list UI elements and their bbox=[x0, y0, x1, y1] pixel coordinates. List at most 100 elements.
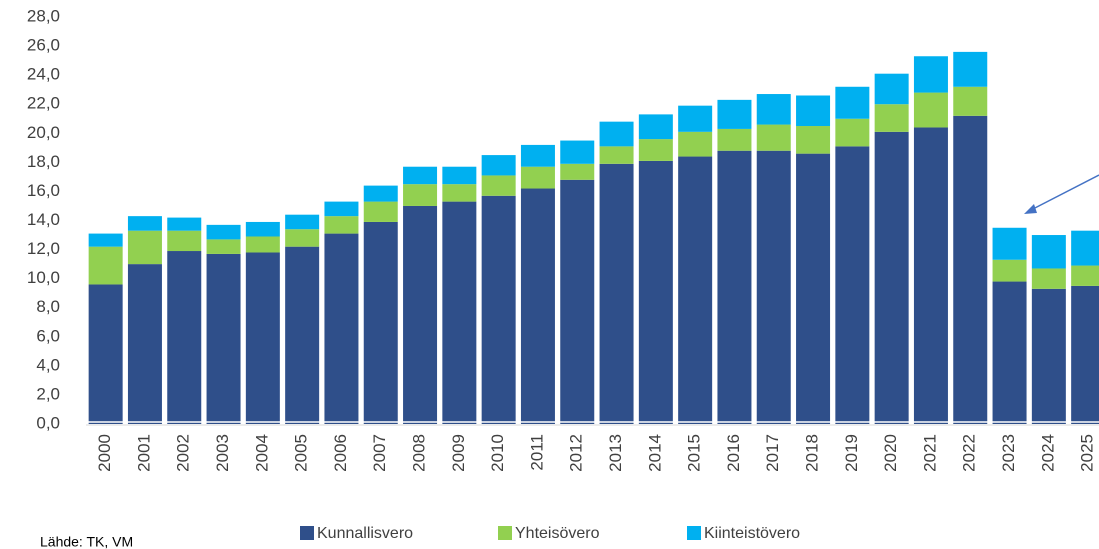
x-tick-label: 2003 bbox=[213, 434, 232, 472]
y-tick-label: 20,0 bbox=[27, 123, 60, 142]
bar-segment bbox=[403, 166, 438, 185]
y-tick-label: 14,0 bbox=[27, 210, 60, 229]
x-tick-label: 2004 bbox=[252, 434, 271, 472]
bar-segment bbox=[678, 105, 713, 132]
bar-segment bbox=[206, 239, 241, 254]
bar-segment bbox=[481, 175, 516, 196]
bar-segment bbox=[167, 251, 202, 424]
bar-segment bbox=[1031, 235, 1066, 269]
x-tick-label: 2022 bbox=[960, 434, 979, 472]
x-tick-label: 2018 bbox=[803, 434, 822, 472]
bar-segment bbox=[363, 201, 398, 222]
bar-segment bbox=[481, 155, 516, 176]
y-tick-label: 0,0 bbox=[36, 413, 60, 432]
x-tick-label: 2025 bbox=[1078, 434, 1097, 472]
bar-segment bbox=[245, 252, 280, 424]
bar-segment bbox=[638, 114, 673, 140]
bar-segment bbox=[756, 124, 791, 151]
bar-segment bbox=[835, 118, 870, 147]
x-tick-label: 2007 bbox=[370, 434, 389, 472]
y-tick-label: 16,0 bbox=[27, 181, 60, 200]
bar-segment bbox=[599, 146, 634, 164]
bar-segment bbox=[678, 131, 713, 157]
x-tick-label: 2000 bbox=[95, 434, 114, 472]
legend-swatch bbox=[300, 526, 314, 540]
x-tick-label: 2024 bbox=[1038, 434, 1057, 472]
arrow-head bbox=[1024, 204, 1037, 214]
x-tick-label: 2001 bbox=[134, 434, 153, 472]
bar-segment bbox=[874, 131, 909, 424]
bar-segment bbox=[913, 56, 948, 93]
x-tick-label: 2008 bbox=[410, 434, 429, 472]
bar-segment bbox=[363, 185, 398, 202]
bar-segment bbox=[599, 163, 634, 424]
x-tick-label: 2015 bbox=[685, 434, 704, 472]
bar-segment bbox=[245, 221, 280, 237]
legend-label: Kiinteistövero bbox=[704, 525, 800, 542]
bar-segment bbox=[1031, 268, 1066, 289]
bar-segment bbox=[756, 94, 791, 125]
y-tick-label: 26,0 bbox=[27, 36, 60, 55]
bar-segment bbox=[638, 139, 673, 161]
bar-segment bbox=[206, 224, 241, 240]
bar-segment bbox=[481, 195, 516, 424]
bar-segment bbox=[520, 166, 555, 189]
bar-segment bbox=[913, 92, 948, 128]
bar-segment bbox=[167, 230, 202, 252]
bar-segment bbox=[1071, 230, 1099, 266]
bar-segment bbox=[756, 150, 791, 424]
legend-swatch bbox=[687, 526, 701, 540]
bar-segment bbox=[835, 86, 870, 119]
x-tick-label: 2019 bbox=[842, 434, 861, 472]
bar-segment bbox=[678, 156, 713, 425]
bar-segment bbox=[992, 281, 1027, 424]
bar-segment bbox=[245, 236, 280, 253]
bar-segment bbox=[442, 201, 477, 424]
x-tick-label: 2010 bbox=[488, 434, 507, 472]
bar-segment bbox=[520, 188, 555, 424]
x-tick-label: 2020 bbox=[881, 434, 900, 472]
arrow bbox=[1030, 174, 1099, 211]
y-tick-label: 22,0 bbox=[27, 94, 60, 113]
bar-segment bbox=[403, 184, 438, 206]
x-tick-label: 2005 bbox=[292, 434, 311, 472]
bar-segment bbox=[599, 121, 634, 147]
bar-segment bbox=[442, 166, 477, 185]
bar-segment bbox=[717, 128, 752, 151]
bar-segment bbox=[953, 86, 988, 116]
bar-segment bbox=[206, 253, 241, 424]
y-tick-label: 12,0 bbox=[27, 239, 60, 258]
bar-segment bbox=[796, 95, 831, 127]
bar-segment bbox=[442, 184, 477, 202]
bar-segment bbox=[796, 126, 831, 154]
bar-segment bbox=[324, 201, 359, 217]
bar-segment bbox=[796, 153, 831, 424]
x-tick-label: 2011 bbox=[527, 434, 546, 471]
bar-segment bbox=[638, 160, 673, 424]
y-tick-label: 18,0 bbox=[27, 152, 60, 171]
x-tick-label: 2016 bbox=[724, 434, 743, 472]
y-tick-label: 4,0 bbox=[36, 355, 60, 374]
y-tick-label: 24,0 bbox=[27, 65, 60, 84]
bar-segment bbox=[953, 115, 988, 424]
bar-segment bbox=[560, 179, 595, 424]
bar-segment bbox=[560, 163, 595, 180]
x-tick-label: 2012 bbox=[567, 434, 586, 472]
bar-segment bbox=[835, 146, 870, 424]
bar-segment bbox=[992, 227, 1027, 260]
bar-segment bbox=[403, 205, 438, 424]
bar-segment bbox=[285, 214, 320, 230]
bar-segment bbox=[363, 221, 398, 424]
y-tick-label: 8,0 bbox=[36, 297, 60, 316]
bar-segment bbox=[1031, 288, 1066, 424]
bar-segment bbox=[717, 99, 752, 129]
y-tick-label: 10,0 bbox=[27, 268, 60, 287]
x-tick-label: 2023 bbox=[999, 434, 1018, 472]
bar-segment bbox=[127, 216, 162, 231]
bar-segment bbox=[324, 216, 359, 234]
bar-segment bbox=[953, 51, 988, 87]
bar-segment bbox=[167, 217, 202, 231]
bar-segment bbox=[560, 140, 595, 164]
bar-segment bbox=[992, 259, 1027, 282]
